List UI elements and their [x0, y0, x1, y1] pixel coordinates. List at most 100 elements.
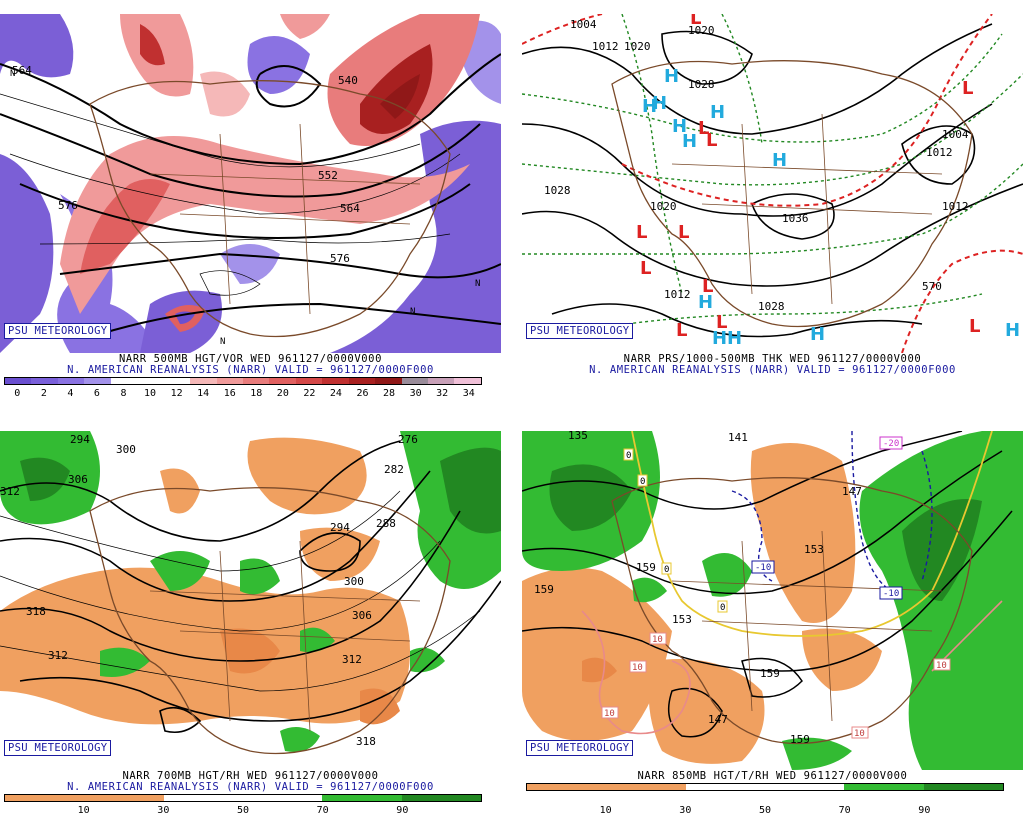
color-scale-label: 50 — [236, 805, 250, 816]
panel-850mb-temp-rh: 135 141 147 153 159 159 153 159 147 159 … — [522, 417, 1023, 818]
svg-text:N: N — [475, 279, 480, 289]
color-scale-label: 2 — [40, 388, 47, 399]
color-scale-ticks: 10 30 50 70 90 — [526, 805, 1004, 817]
svg-text:141: 141 — [728, 431, 748, 444]
color-scale-swatch — [322, 378, 349, 384]
svg-text:159: 159 — [760, 667, 780, 680]
color-scale-swatch — [110, 378, 138, 384]
color-scale-swatch — [5, 795, 85, 801]
color-scale-swatch — [137, 378, 164, 384]
color-scale-swatch — [527, 784, 607, 790]
temp-label: 10 — [604, 709, 615, 719]
panel-subtitle: N. AMERICAN REANALYSIS (NARR) VALID = 96… — [67, 781, 434, 793]
svg-text:N: N — [10, 69, 15, 79]
svg-text:570: 570 — [922, 280, 942, 293]
svg-text:294: 294 — [70, 433, 90, 446]
color-scale-label: 22 — [303, 388, 316, 399]
color-scale-bar — [526, 783, 1004, 791]
low-pressure-marker: L — [716, 312, 727, 333]
svg-text:1012: 1012 — [926, 146, 953, 159]
panel-500mb-vorticity: 540 552 564 576 576 564 N N N N PSU METE… — [0, 0, 501, 401]
color-scale-ticks: 0 2 4 6 8 10 12 14 16 18 20 22 24 26 28 30 32 34 — [4, 388, 482, 400]
temp-label: 10 — [652, 635, 663, 645]
temp-label: 0 — [720, 603, 725, 613]
svg-text:576: 576 — [330, 252, 350, 265]
branding-label: PSU METEOROLOGY — [526, 740, 634, 756]
svg-text:564: 564 — [12, 64, 32, 77]
color-scale-label: 24 — [329, 388, 342, 399]
color-scale-swatch — [844, 784, 924, 790]
svg-text:564: 564 — [340, 202, 360, 215]
color-scale-label: 12 — [170, 388, 183, 399]
svg-text:300: 300 — [344, 575, 364, 588]
svg-text:1028: 1028 — [758, 300, 785, 313]
panel-title: NARR PRS/1000-500MB THK WED 961127/0000V… — [623, 353, 922, 365]
panel-title: NARR 700MB HGT/RH WED 961127/0000V000 — [122, 770, 379, 782]
color-scale-label: 16 — [223, 388, 236, 399]
high-pressure-marker: H — [652, 93, 667, 114]
svg-text:147: 147 — [842, 485, 862, 498]
temp-label: -10 — [755, 563, 771, 573]
color-scale-swatch — [428, 378, 455, 384]
svg-text:1020: 1020 — [650, 200, 677, 213]
color-scale-swatch — [685, 784, 765, 790]
svg-text:N: N — [220, 337, 225, 347]
color-scale-label: 4 — [67, 388, 74, 399]
low-pressure-marker: L — [640, 258, 651, 279]
color-scale-label: 20 — [276, 388, 289, 399]
color-scale-ticks: 10 30 50 70 90 — [4, 805, 482, 817]
svg-text:1004: 1004 — [942, 128, 969, 141]
color-scale-label: 90 — [918, 805, 931, 816]
svg-text:318: 318 — [26, 605, 46, 618]
panel-title: NARR 850MB HGT/T/RH WED 961127/0000V000 — [637, 770, 908, 782]
color-scale-swatch — [242, 795, 323, 801]
color-scale-label: 30 — [409, 388, 422, 399]
map-500mb: 540 552 564 576 576 564 N N N N — [0, 14, 501, 353]
color-scale-swatch — [401, 378, 428, 384]
color-scale-label: 0 — [14, 388, 21, 399]
low-pressure-marker: L — [636, 222, 647, 243]
color-scale-label: 70 — [838, 805, 851, 816]
temp-label: 0 — [626, 451, 631, 461]
high-pressure-marker: H — [664, 66, 679, 87]
color-scale-swatch — [764, 784, 845, 790]
high-pressure-marker: H — [672, 116, 687, 137]
low-pressure-marker: L — [969, 316, 980, 337]
svg-text:1028: 1028 — [544, 184, 571, 197]
svg-text:576: 576 — [58, 199, 78, 212]
low-pressure-marker: L — [676, 320, 687, 341]
svg-text:153: 153 — [672, 613, 692, 626]
high-pressure-marker: H — [682, 131, 697, 152]
svg-text:294: 294 — [330, 521, 350, 534]
color-scale-swatch — [375, 378, 402, 384]
svg-text:282: 282 — [384, 463, 404, 476]
svg-text:153: 153 — [804, 543, 824, 556]
branding-label: PSU METEOROLOGY — [526, 323, 634, 339]
low-pressure-marker: L — [698, 118, 709, 139]
color-scale-swatch — [322, 795, 402, 801]
svg-text:1020: 1020 — [688, 24, 715, 37]
color-scale-swatch — [348, 378, 376, 384]
color-scale-label: 10 — [77, 805, 90, 816]
color-scale-bar — [4, 794, 482, 802]
svg-text:1020: 1020 — [624, 40, 651, 53]
map-850mb: 135 141 147 153 159 159 153 159 147 159 … — [522, 431, 1023, 770]
color-scale-swatch — [31, 378, 58, 384]
temp-label: -10 — [883, 589, 899, 599]
svg-text:306: 306 — [68, 473, 88, 486]
high-pressure-marker: H — [712, 328, 727, 349]
color-scale-label: 14 — [197, 388, 210, 399]
temp-label: 10 — [854, 729, 865, 739]
svg-text:1012: 1012 — [592, 40, 619, 53]
svg-text:552: 552 — [318, 169, 338, 182]
color-scale-swatch — [84, 795, 164, 801]
color-scale-label: 6 — [93, 388, 100, 399]
color-scale-label: 32 — [436, 388, 449, 399]
high-pressure-marker: H — [642, 96, 657, 117]
color-scale-bar — [4, 377, 482, 385]
color-scale-swatch — [57, 378, 85, 384]
branding-label: PSU METEOROLOGY — [4, 740, 112, 756]
map-pressure: H H H H H H H H H H H H L L L L L L L — [522, 14, 1023, 353]
svg-text:159: 159 — [534, 583, 554, 596]
color-scale-swatch — [190, 378, 217, 384]
